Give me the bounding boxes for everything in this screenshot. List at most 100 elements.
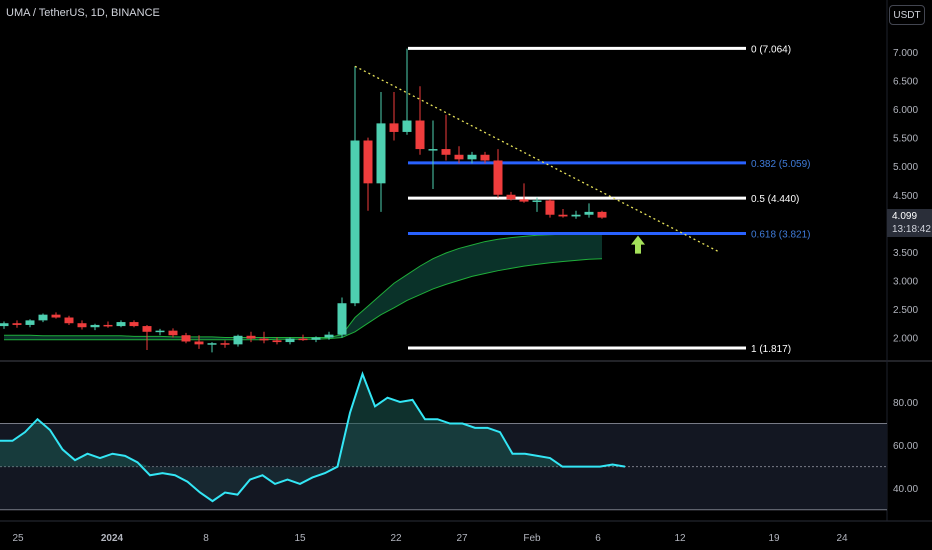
candle	[25, 319, 35, 328]
candle-body	[90, 324, 100, 328]
oscillator-tick-label: 60.00	[893, 441, 918, 452]
candle-body	[311, 337, 321, 340]
candle-body	[519, 199, 529, 202]
price-tick-label: 3.000	[893, 276, 918, 287]
candle-body	[0, 323, 9, 327]
candle	[454, 146, 464, 164]
ema-lower-line	[4, 258, 603, 341]
candle-body	[233, 335, 243, 345]
time-tick-label: 6	[595, 533, 601, 544]
fib-level-label: 0.5 (4.440)	[751, 194, 799, 205]
candle	[12, 320, 22, 328]
price-tick-label: 6.500	[893, 77, 918, 88]
candle-body	[402, 120, 412, 132]
candle	[597, 210, 607, 219]
candle	[376, 91, 386, 212]
candle	[402, 48, 412, 135]
fib-level-label: 0 (7.064)	[751, 44, 791, 55]
fib-level-label: 0.382 (5.059)	[751, 159, 811, 170]
candle-body	[389, 123, 399, 132]
last-price-label: 4.099 13:18:42	[887, 209, 932, 237]
candle	[246, 331, 256, 343]
candle	[324, 331, 334, 340]
oscillator-line	[0, 370, 626, 503]
time-tick-label: 25	[12, 533, 24, 544]
time-tick-label: 8	[203, 533, 209, 544]
candle	[415, 86, 425, 155]
candle-body	[77, 323, 87, 328]
candle	[584, 203, 594, 218]
candle	[298, 334, 308, 341]
candle-body	[181, 335, 191, 342]
currency-button[interactable]: USDT	[889, 5, 925, 25]
candle-body	[272, 340, 282, 343]
price-tick-label: 5.500	[893, 134, 918, 145]
candle	[77, 320, 87, 330]
oscillator-tick-label: 80.00	[893, 398, 918, 409]
candle-body	[207, 343, 217, 345]
symbol-title: UMA / TetherUS, 1D, BINANCE	[6, 7, 160, 19]
time-tick-label: 19	[768, 533, 780, 544]
candle	[64, 315, 74, 325]
time-tick-label: 22	[390, 533, 402, 544]
candle-body	[246, 335, 256, 339]
candle-body	[64, 317, 74, 324]
candle	[350, 66, 360, 307]
candle	[532, 197, 542, 212]
candle	[545, 199, 555, 218]
candle	[116, 320, 126, 328]
candle-body	[506, 194, 516, 200]
candle-body	[298, 338, 308, 341]
candle-body	[142, 326, 152, 332]
candle	[493, 149, 503, 198]
price-tick-label: 2.000	[893, 334, 918, 345]
candle-body	[558, 214, 568, 217]
candle	[155, 328, 165, 336]
candle-body	[38, 314, 48, 321]
candle	[480, 151, 490, 164]
up-arrow-icon	[631, 235, 645, 254]
last-price-value: 4.099	[892, 211, 918, 222]
candle-body	[350, 140, 360, 304]
fib-level-label: 0.618 (3.821)	[751, 230, 811, 241]
oscillator-fill-above	[0, 373, 625, 467]
candle	[571, 210, 581, 219]
candle-body	[116, 322, 126, 327]
candle	[194, 335, 204, 349]
ema-band-fill	[4, 233, 602, 340]
candle-body	[532, 200, 542, 202]
candle	[90, 323, 100, 331]
descending-trendline	[354, 65, 720, 253]
candle-body	[597, 211, 607, 218]
candle	[220, 340, 230, 348]
candle-body	[12, 323, 22, 325]
candle	[38, 313, 48, 323]
candle-body	[428, 149, 438, 151]
candle-body	[324, 334, 334, 338]
candle	[428, 120, 438, 190]
price-tick-label: 5.000	[893, 162, 918, 173]
candle-countdown: 13:18:42	[892, 224, 931, 235]
candle	[142, 324, 152, 351]
candle	[506, 191, 516, 201]
candle	[0, 321, 9, 329]
price-tick-label: 6.000	[893, 105, 918, 116]
candle	[467, 151, 477, 164]
candle	[558, 209, 568, 218]
candle-body	[545, 200, 555, 215]
candle-body	[285, 338, 295, 343]
candle	[389, 91, 399, 141]
candle-body	[259, 338, 269, 341]
candle	[207, 342, 217, 353]
candle	[181, 332, 191, 344]
candle	[103, 321, 113, 328]
candle-body	[168, 330, 178, 336]
candle-body	[194, 341, 204, 345]
candle	[259, 331, 269, 344]
candle-body	[480, 154, 490, 161]
price-tick-label: 4.500	[893, 191, 918, 202]
candle	[519, 183, 529, 203]
candle-body	[376, 123, 386, 184]
